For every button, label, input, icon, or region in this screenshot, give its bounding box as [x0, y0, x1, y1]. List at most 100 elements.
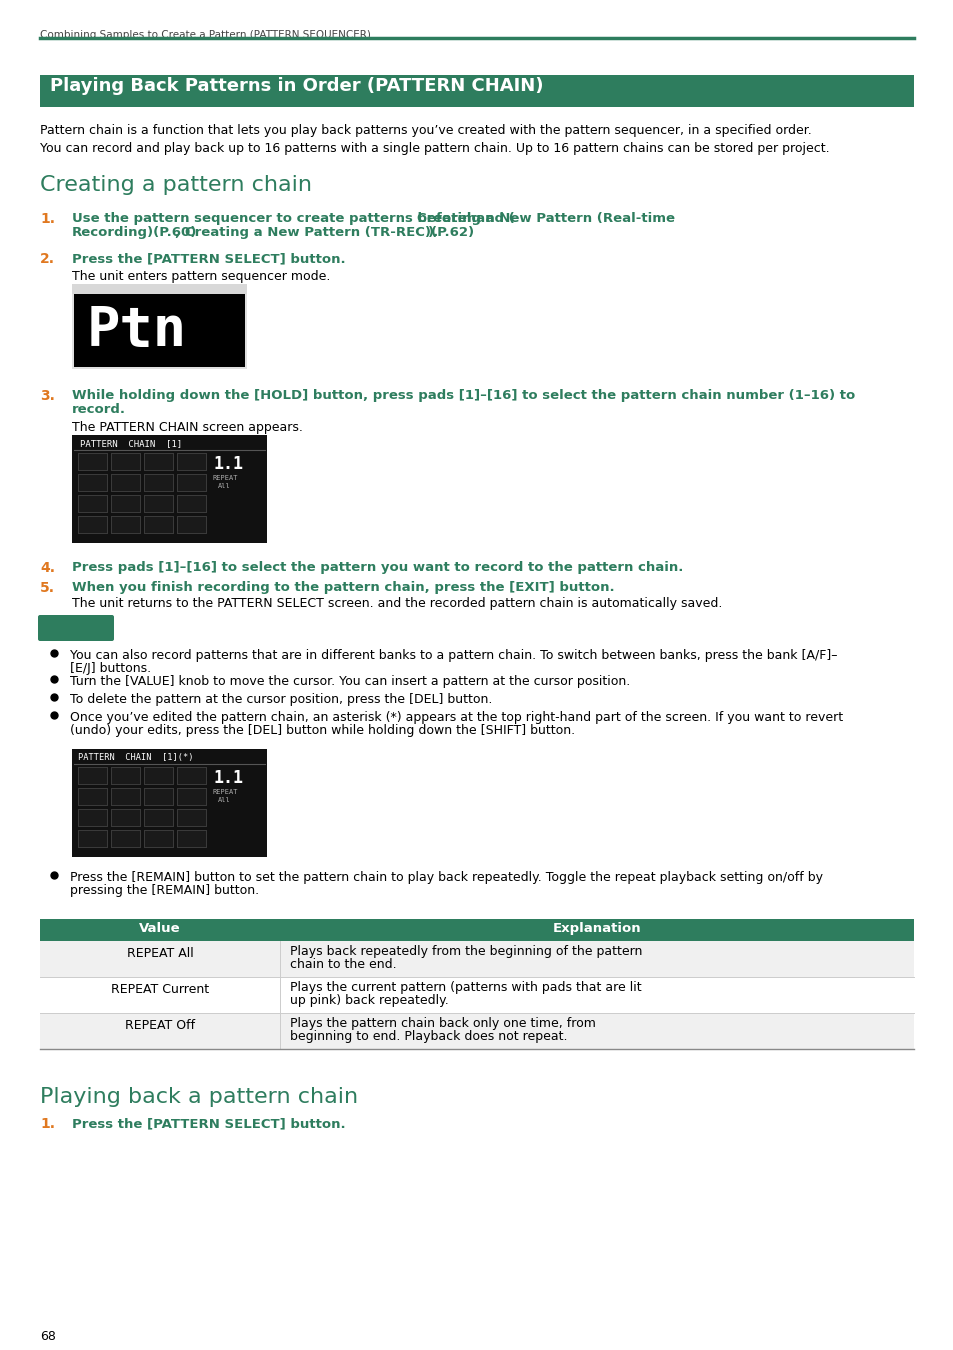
Bar: [71, 284, 247, 294]
Text: The PATTERN CHAIN screen appears.: The PATTERN CHAIN screen appears.: [71, 421, 302, 433]
Text: Creating a pattern chain: Creating a pattern chain: [40, 176, 312, 194]
Text: 1.1: 1.1: [213, 455, 244, 472]
Text: REPEAT Off: REPEAT Off: [125, 1019, 194, 1031]
Bar: [71, 284, 247, 294]
Text: 5.: 5.: [40, 580, 55, 595]
Text: record.: record.: [71, 404, 126, 416]
Text: Creating a New Pattern (TR-REC)(P.62): Creating a New Pattern (TR-REC)(P.62): [185, 225, 474, 239]
Text: MEMO: MEMO: [51, 620, 100, 633]
Bar: [280, 919, 913, 941]
Text: A.7: A.7: [147, 791, 159, 796]
Text: A.2: A.2: [113, 456, 127, 462]
Text: pressing the [REMAIN] button.: pressing the [REMAIN] button.: [70, 884, 259, 896]
Text: A.9: A.9: [81, 811, 93, 818]
Text: A.5: A.5: [81, 791, 93, 796]
Bar: [111, 809, 141, 828]
Bar: [79, 495, 107, 512]
Text: A.4: A.4: [180, 456, 193, 462]
Bar: [111, 474, 141, 491]
Text: Plays back repeatedly from the beginning of the pattern: Plays back repeatedly from the beginning…: [290, 945, 641, 958]
Bar: [178, 475, 206, 491]
Text: Creating a New Pattern (Real-time: Creating a New Pattern (Real-time: [416, 212, 675, 225]
Text: A.6: A.6: [113, 791, 127, 796]
Bar: [78, 809, 108, 828]
Text: While holding down the [HOLD] button, press pads [1]–[16] to select the pattern : While holding down the [HOLD] button, pr…: [71, 389, 854, 402]
Bar: [144, 788, 173, 806]
Text: A.15: A.15: [147, 833, 164, 838]
Bar: [144, 767, 173, 784]
Bar: [145, 788, 172, 805]
Bar: [177, 474, 207, 491]
Bar: [177, 454, 207, 471]
Bar: [71, 749, 267, 857]
Text: Plays the current pattern (patterns with pads that are lit: Plays the current pattern (patterns with…: [290, 981, 641, 994]
Text: All: All: [218, 796, 231, 803]
Bar: [178, 495, 206, 512]
Text: 2.: 2.: [40, 252, 55, 266]
Text: 3.: 3.: [40, 389, 55, 404]
Bar: [40, 941, 280, 977]
Bar: [79, 454, 107, 470]
Text: 1.: 1.: [40, 212, 55, 225]
Text: chain to the end.: chain to the end.: [290, 958, 396, 971]
Bar: [79, 832, 107, 846]
Text: A.16: A.16: [180, 833, 196, 838]
Text: Combining Samples to Create a Pattern (PATTERN SEQUENCER): Combining Samples to Create a Pattern (P…: [40, 30, 371, 40]
Bar: [112, 517, 140, 533]
Text: A.13: A.13: [81, 833, 98, 838]
Bar: [79, 768, 107, 784]
Bar: [177, 495, 207, 513]
Text: Once you’ve edited the pattern chain, an asterisk (*) appears at the top right-h: Once you’ve edited the pattern chain, an…: [70, 711, 842, 724]
Text: A.14: A.14: [113, 518, 131, 525]
Bar: [111, 788, 141, 806]
Bar: [111, 830, 141, 848]
Text: A.6: A.6: [113, 477, 127, 483]
Text: Turn the [VALUE] knob to move the cursor. You can insert a pattern at the cursor: Turn the [VALUE] knob to move the cursor…: [70, 675, 630, 688]
Bar: [111, 516, 141, 535]
Bar: [111, 767, 141, 784]
Text: A.10: A.10: [113, 498, 131, 504]
Bar: [145, 495, 172, 512]
Text: REPEAT All: REPEAT All: [127, 946, 193, 960]
Bar: [112, 832, 140, 846]
Bar: [112, 454, 140, 470]
Bar: [79, 517, 107, 533]
Text: A.13: A.13: [81, 518, 98, 525]
Text: A.1: A.1: [81, 456, 93, 462]
Text: REPEAT Current: REPEAT Current: [111, 983, 209, 996]
Bar: [245, 284, 247, 369]
Text: All: All: [218, 483, 231, 489]
Text: (undo) your edits, press the [DEL] button while holding down the [SHIFT] button.: (undo) your edits, press the [DEL] butto…: [70, 724, 575, 737]
Text: A.16: A.16: [180, 518, 196, 525]
Text: [E/J] buttons.: [E/J] buttons.: [70, 662, 151, 675]
Text: up pink) back repeatedly.: up pink) back repeatedly.: [290, 994, 448, 1007]
Text: The unit returns to the PATTERN SELECT screen. and the recorded pattern chain is: The unit returns to the PATTERN SELECT s…: [71, 597, 721, 610]
Bar: [78, 474, 108, 491]
Bar: [177, 767, 207, 784]
Bar: [144, 809, 173, 828]
Text: BPM 84: BPM 84: [77, 285, 105, 294]
Bar: [40, 977, 280, 1012]
Text: 4.: 4.: [40, 562, 55, 575]
Bar: [71, 367, 247, 369]
Text: You can record and play back up to 16 patterns with a single pattern chain. Up t: You can record and play back up to 16 pa…: [40, 142, 829, 155]
Text: 68: 68: [40, 1330, 56, 1343]
Text: Value: Value: [139, 922, 181, 936]
Bar: [144, 516, 173, 535]
Bar: [177, 830, 207, 848]
Text: The unit enters pattern sequencer mode.: The unit enters pattern sequencer mode.: [71, 270, 330, 284]
Bar: [177, 516, 207, 535]
Text: ,: ,: [174, 225, 185, 239]
Text: A.14: A.14: [113, 833, 131, 838]
Bar: [78, 830, 108, 848]
Text: A.5: A.5: [81, 477, 93, 483]
Bar: [145, 517, 172, 533]
Bar: [71, 435, 267, 543]
Bar: [74, 294, 245, 367]
Bar: [177, 788, 207, 806]
Text: Plays the pattern chain back only one time, from: Plays the pattern chain back only one ti…: [290, 1017, 596, 1030]
Text: Pattern chain is a function that lets you play back patterns you’ve created with: Pattern chain is a function that lets yo…: [40, 124, 811, 136]
Text: When you finish recording to the pattern chain, press the [EXIT] button.: When you finish recording to the pattern…: [71, 580, 614, 594]
Bar: [145, 810, 172, 826]
Text: A.12: A.12: [180, 498, 196, 504]
